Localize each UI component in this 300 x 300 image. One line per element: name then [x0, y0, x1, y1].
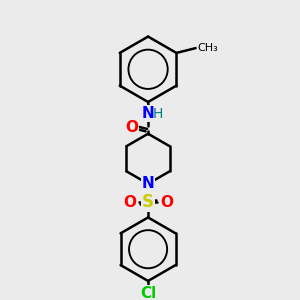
Text: O: O: [125, 119, 138, 134]
Text: S: S: [142, 193, 154, 211]
Text: Cl: Cl: [140, 286, 156, 300]
Text: H: H: [152, 106, 163, 121]
Text: O: O: [160, 195, 173, 210]
Text: O: O: [123, 195, 136, 210]
Text: N: N: [142, 176, 154, 191]
Text: CH₃: CH₃: [198, 43, 218, 53]
Text: N: N: [142, 106, 154, 121]
